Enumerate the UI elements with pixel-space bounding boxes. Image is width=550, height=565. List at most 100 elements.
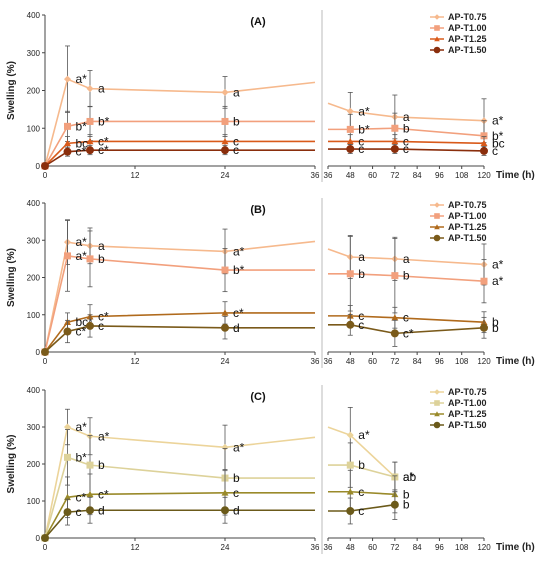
x-tick-label: 96: [435, 171, 444, 180]
panel-label: (C): [250, 391, 266, 403]
significance-label: a*: [233, 244, 245, 258]
significance-label: c*: [76, 325, 87, 339]
legend-swatch-marker: [433, 421, 441, 429]
x-tick-label: 24: [221, 171, 230, 180]
significance-label: b*: [98, 114, 110, 128]
y-tick-label: 200: [27, 274, 41, 283]
legend-entry: AP-T0.75: [448, 387, 487, 397]
y-tick-label: 300: [27, 49, 41, 58]
x-tick-label: 36: [324, 357, 333, 366]
data-point: [64, 453, 71, 461]
data-point: [221, 309, 229, 316]
significance-label: d: [233, 503, 240, 517]
significance-label: d: [233, 321, 240, 335]
legend-swatch-marker: [434, 36, 440, 42]
significance-label: a*: [492, 257, 504, 271]
data-point: [64, 139, 71, 147]
data-point: [221, 323, 229, 332]
legend-entry: AP-T1.25: [448, 222, 487, 232]
data-point: [346, 107, 354, 115]
x-tick-label: 108: [455, 171, 469, 180]
significance-label: a*: [358, 104, 370, 118]
x-axis-title: Time (h): [496, 356, 535, 367]
x-tick-label: 36: [324, 543, 333, 552]
data-point: [391, 314, 399, 321]
panel-2: 0 100 200 300 400 0 12 24 36 36 48 60 72 84 96 108 120 Sw…: [6, 198, 535, 368]
data-point: [480, 132, 488, 140]
significance-label: b*: [233, 263, 245, 277]
significance-label: c*: [233, 306, 244, 320]
significance-label: b: [492, 321, 499, 335]
significance-label: b: [233, 471, 240, 485]
x-tick-label: 84: [413, 357, 422, 366]
series-AP-T0.75: a* a a a* a a*: [41, 45, 504, 170]
series-AP-T0.75: a* a a* a a a*: [41, 219, 504, 356]
data-point: [86, 117, 94, 125]
y-axis-title: Swelling (%): [6, 248, 17, 307]
series-line-left: [44, 509, 315, 539]
significance-label: ab: [403, 470, 417, 484]
y-tick-label: 0: [36, 348, 41, 357]
y-tick-label: 100: [27, 124, 41, 133]
series-AP-T1.50: c* c d cc* b: [41, 313, 499, 356]
significance-label: bc: [492, 136, 505, 150]
data-point: [221, 443, 229, 451]
legend-entry: AP-T1.00: [448, 23, 487, 33]
panel-label: (B): [250, 204, 266, 216]
legend-entry: AP-T1.50: [448, 45, 487, 55]
significance-label: a: [98, 82, 105, 96]
data-point: [86, 137, 94, 145]
significance-label: a*: [403, 470, 415, 484]
significance-label: a: [403, 110, 410, 124]
x-tick-label: 120: [477, 171, 491, 180]
x-tick-label: 72: [390, 171, 399, 180]
y-tick-label: 100: [27, 311, 41, 320]
x-tick-label: 108: [455, 543, 469, 552]
data-point: [346, 506, 355, 515]
legend-entry: AP-T0.75: [448, 12, 487, 22]
legend-swatch-marker: [434, 224, 440, 230]
data-point: [221, 146, 229, 155]
significance-label: d: [98, 503, 105, 517]
significance-label: b: [358, 458, 365, 472]
x-tick-label: 120: [477, 543, 491, 552]
significance-label: b: [403, 498, 410, 512]
x-tick-label: 60: [368, 171, 377, 180]
data-point: [221, 88, 229, 96]
significance-label: c: [358, 504, 364, 518]
significance-label: b*: [76, 450, 88, 464]
significance-label: b: [233, 114, 240, 128]
legend-swatch-marker: [433, 234, 441, 242]
significance-label: c: [358, 318, 364, 332]
data-point: [346, 488, 354, 495]
x-tick-label: 12: [131, 357, 140, 366]
legend-entry: AP-T1.25: [448, 409, 487, 419]
significance-label: b: [403, 121, 410, 135]
significance-label: c: [358, 134, 364, 148]
series-line-right: [328, 315, 485, 323]
data-point: [480, 139, 488, 147]
significance-label: c*: [98, 143, 109, 157]
series-line-right: [328, 272, 485, 283]
legend-swatch-marker: [434, 202, 440, 208]
significance-label: b: [492, 315, 499, 329]
data-point: [63, 327, 72, 336]
data-point: [480, 323, 488, 332]
significance-label: c*: [403, 326, 414, 340]
legend-entry: AP-T1.50: [448, 420, 487, 430]
data-point: [390, 145, 399, 154]
data-point: [86, 490, 94, 498]
x-tick-label: 36: [311, 171, 320, 180]
data-point: [86, 506, 94, 515]
x-axis-title: Time (h): [496, 542, 535, 553]
legend-entry: AP-T1.00: [448, 398, 487, 408]
x-tick-label: 108: [455, 357, 469, 366]
x-tick-label: 96: [435, 543, 444, 552]
data-point: [346, 431, 354, 439]
significance-label: c: [233, 143, 239, 157]
y-tick-label: 300: [27, 423, 41, 432]
data-point: [41, 534, 49, 542]
y-tick-label: 0: [36, 162, 41, 171]
significance-label: c: [492, 144, 498, 158]
